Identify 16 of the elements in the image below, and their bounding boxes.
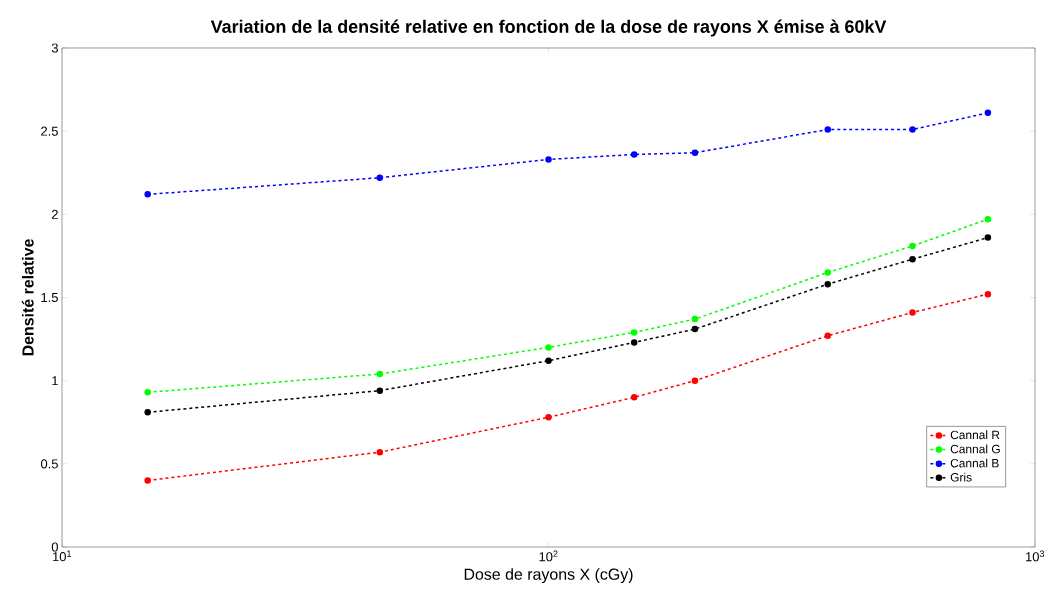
y-tick-label: 0.5 — [40, 459, 58, 469]
chart-title: Variation de la densité relative en fonction de la dose de rayons X émise à 60kV — [210, 19, 887, 37]
x-tick-label: 10$^{2}$ — [539, 550, 558, 562]
y-tick-label: 1 — [52, 376, 58, 386]
y-tick-label: 0 — [51, 542, 58, 552]
x-tick-label: 10$^{3}$ — [1026, 550, 1045, 562]
legend-label: Cannal B — [950, 458, 999, 468]
x-axis-title: Dose de rayons X (cGy) — [464, 568, 633, 584]
y-axis-title: Densité relative — [21, 239, 34, 356]
y-tick-label: 2.5 — [41, 126, 58, 136]
y-tick-label: 2 — [51, 209, 58, 219]
legend-label: Gris — [950, 472, 972, 482]
y-tick-label: 1.5 — [41, 292, 58, 303]
y-tick-label: 3 — [51, 43, 58, 53]
legend-label: Cannal G — [950, 444, 1000, 454]
legend-label: Cannal R — [950, 430, 1000, 440]
